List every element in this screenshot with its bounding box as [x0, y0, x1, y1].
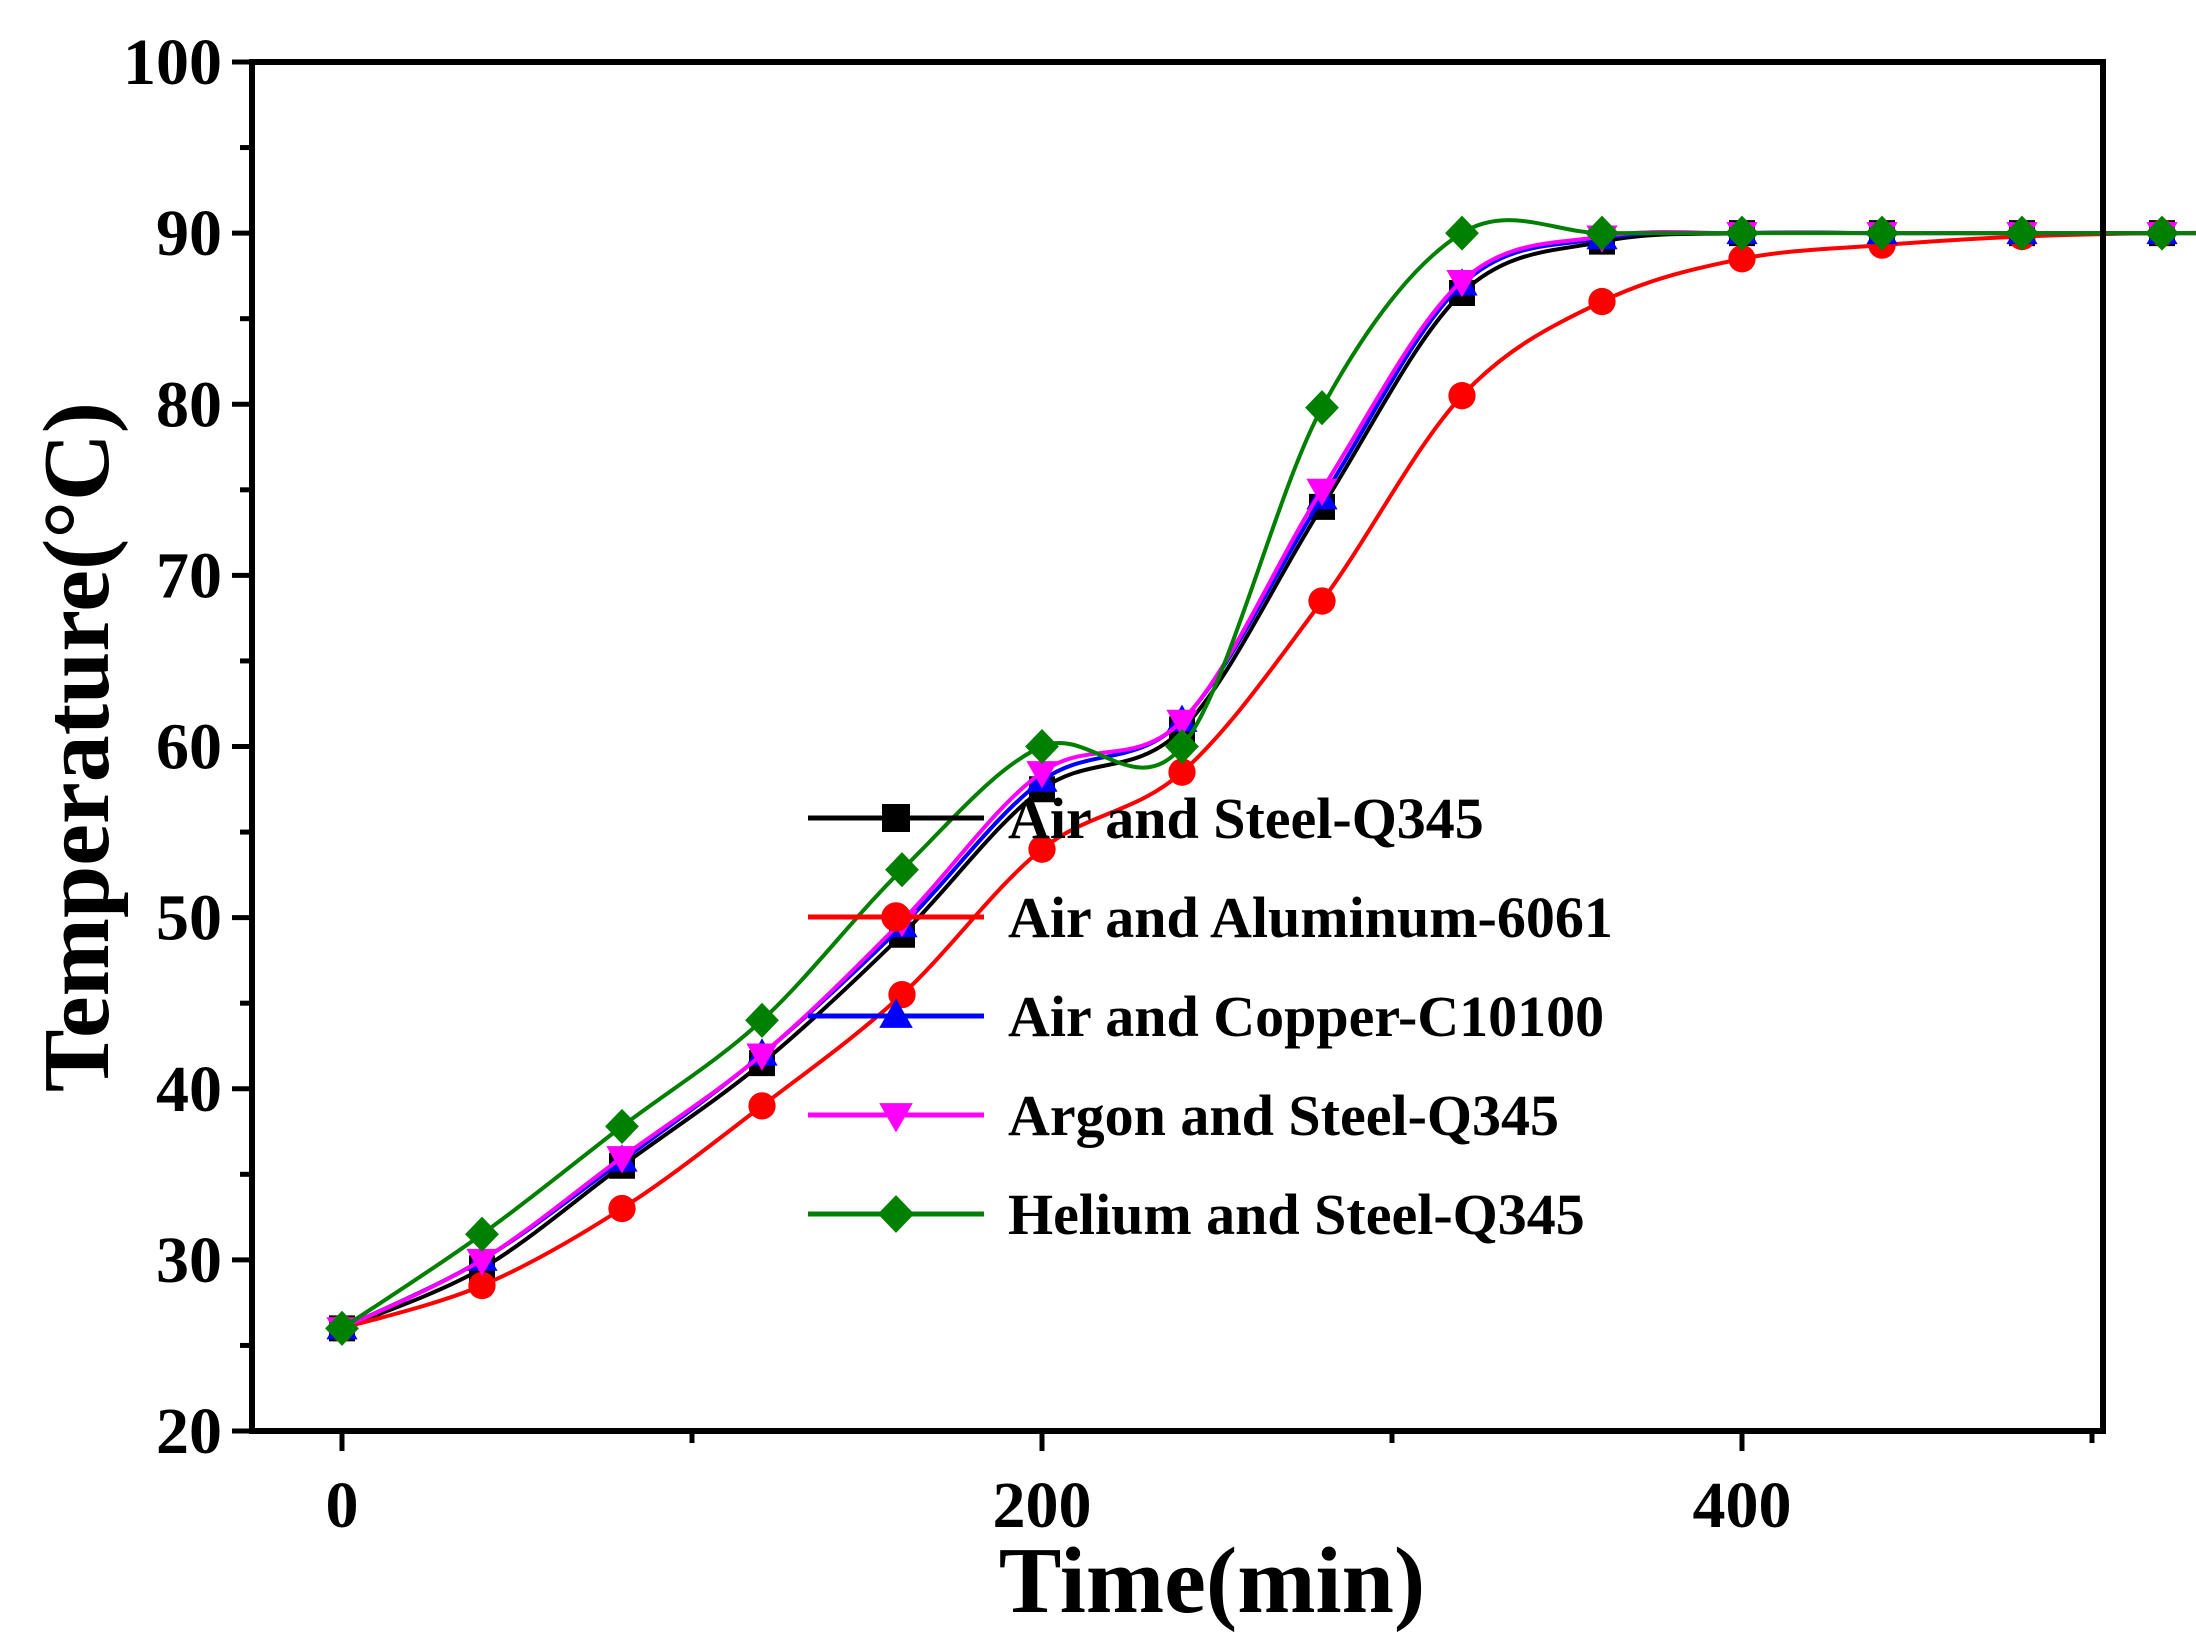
y-tick-label: 50 — [156, 882, 222, 955]
data-point — [1585, 215, 1619, 251]
legend-label: Air and Steel-Q345 — [1008, 786, 1484, 851]
data-point — [466, 1248, 498, 1277]
data-point — [888, 980, 916, 1009]
y-tick-label: 70 — [156, 539, 222, 612]
y-tick-label: 60 — [156, 711, 222, 784]
data-point — [606, 1146, 638, 1174]
data-point — [468, 1271, 496, 1300]
data-point — [1865, 215, 1899, 251]
legend-label: Argon and Steel-Q345 — [1008, 1083, 1559, 1148]
y-tick-label: 40 — [156, 1053, 222, 1126]
data-point — [746, 1043, 778, 1071]
data-point — [1725, 215, 1759, 251]
y-tick-label: 20 — [156, 1395, 222, 1468]
data-point — [1025, 728, 1059, 765]
data-point — [748, 1092, 776, 1120]
x-tick-label: 0 — [326, 1469, 359, 1542]
legend-item: Argon and Steel-Q345 — [808, 1083, 1559, 1148]
legend-item: Air and Copper-C10100 — [808, 984, 1604, 1049]
data-point — [605, 1108, 639, 1144]
data-point — [1446, 269, 1478, 298]
data-point — [1168, 758, 1196, 786]
legend-label: Air and Aluminum-6061 — [1008, 885, 1613, 950]
data-point — [2005, 215, 2039, 251]
y-tick-label: 90 — [156, 197, 222, 270]
legend-marker — [882, 804, 910, 832]
y-axis-title: Temperature(°C) — [25, 402, 129, 1092]
data-point — [1445, 215, 1479, 251]
legend-item: Air and Aluminum-6061 — [808, 885, 1613, 950]
legend: Air and Steel-Q345 Air and Aluminum-6061 A… — [808, 786, 1613, 1247]
data-point — [745, 1002, 779, 1038]
x-tick-label: 400 — [1693, 1469, 1792, 1542]
data-point — [885, 852, 919, 888]
series-layer — [325, 215, 2196, 1346]
series-5 — [325, 215, 2196, 1346]
y-tick-label: 100 — [123, 26, 222, 99]
data-point — [1588, 287, 1616, 316]
data-point — [1026, 761, 1058, 789]
legend-item: Helium and Steel-Q345 — [808, 1182, 1585, 1247]
y-tick-label: 80 — [156, 368, 222, 441]
legend-label: Air and Copper-C10100 — [1008, 984, 1604, 1049]
x-tick-label: 200 — [993, 1469, 1092, 1542]
data-point — [325, 1310, 359, 1346]
legend-marker — [881, 902, 911, 932]
legend-marker — [879, 998, 913, 1028]
data-point — [2145, 215, 2179, 251]
data-point — [1728, 245, 1756, 273]
data-point — [1308, 587, 1336, 615]
data-point — [1305, 390, 1339, 426]
axes-layer: 203040506070809010002004006008001000 — [123, 26, 2106, 1542]
data-point — [1165, 728, 1199, 765]
legend-marker — [879, 1103, 913, 1133]
data-point — [608, 1194, 636, 1223]
legend-marker — [877, 1195, 915, 1233]
x-axis-title: Time(min) — [999, 1529, 1425, 1633]
data-point — [1028, 835, 1056, 863]
legend-item: Air and Steel-Q345 — [808, 786, 1484, 851]
data-point — [1306, 478, 1338, 507]
data-point — [1166, 709, 1198, 738]
legend-label: Helium and Steel-Q345 — [1008, 1182, 1585, 1247]
data-point — [1448, 382, 1476, 410]
y-tick-label: 30 — [156, 1224, 222, 1297]
data-point — [465, 1216, 499, 1252]
